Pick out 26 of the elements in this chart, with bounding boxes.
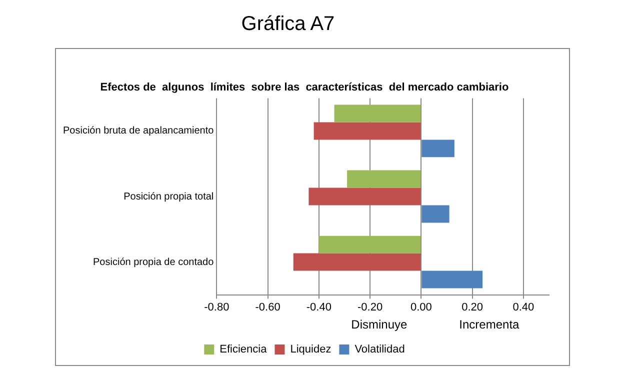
x-tick-label: -0.80 bbox=[204, 301, 230, 314]
bar bbox=[422, 140, 454, 158]
bar bbox=[422, 205, 450, 223]
x-tick-label: -0.20 bbox=[358, 301, 383, 314]
text: Disminuye bbox=[351, 317, 408, 332]
y-tick-label: Posición propia de contado bbox=[93, 256, 214, 268]
text: Incrementa bbox=[459, 317, 520, 332]
x-tick-label: -0.60 bbox=[255, 301, 280, 314]
x-tick-label: 0.00 bbox=[410, 301, 432, 314]
bar bbox=[308, 188, 421, 206]
bar bbox=[347, 170, 421, 188]
y-tick-label: Posición bruta de apalancamiento bbox=[63, 126, 214, 137]
x-tick-label: 0.40 bbox=[512, 301, 534, 314]
legend-label: Volatilidad bbox=[354, 344, 405, 356]
bar bbox=[318, 236, 421, 254]
x-tick-label: 0.20 bbox=[462, 301, 484, 314]
x-tick-label: -0.40 bbox=[306, 301, 332, 314]
chart-title: Gráfica A7 bbox=[240, 12, 336, 37]
bar bbox=[422, 270, 483, 288]
y-tick-label: Posición propia total bbox=[124, 191, 214, 202]
bar bbox=[314, 122, 421, 140]
legend-label: Liquidez bbox=[290, 344, 332, 356]
chart-subtitle: Efectos de algunos límites sobre las características del mercado cambiario bbox=[100, 82, 509, 94]
legend-label: Eficiencia bbox=[220, 344, 268, 356]
bar bbox=[334, 104, 421, 122]
bar bbox=[293, 253, 421, 271]
